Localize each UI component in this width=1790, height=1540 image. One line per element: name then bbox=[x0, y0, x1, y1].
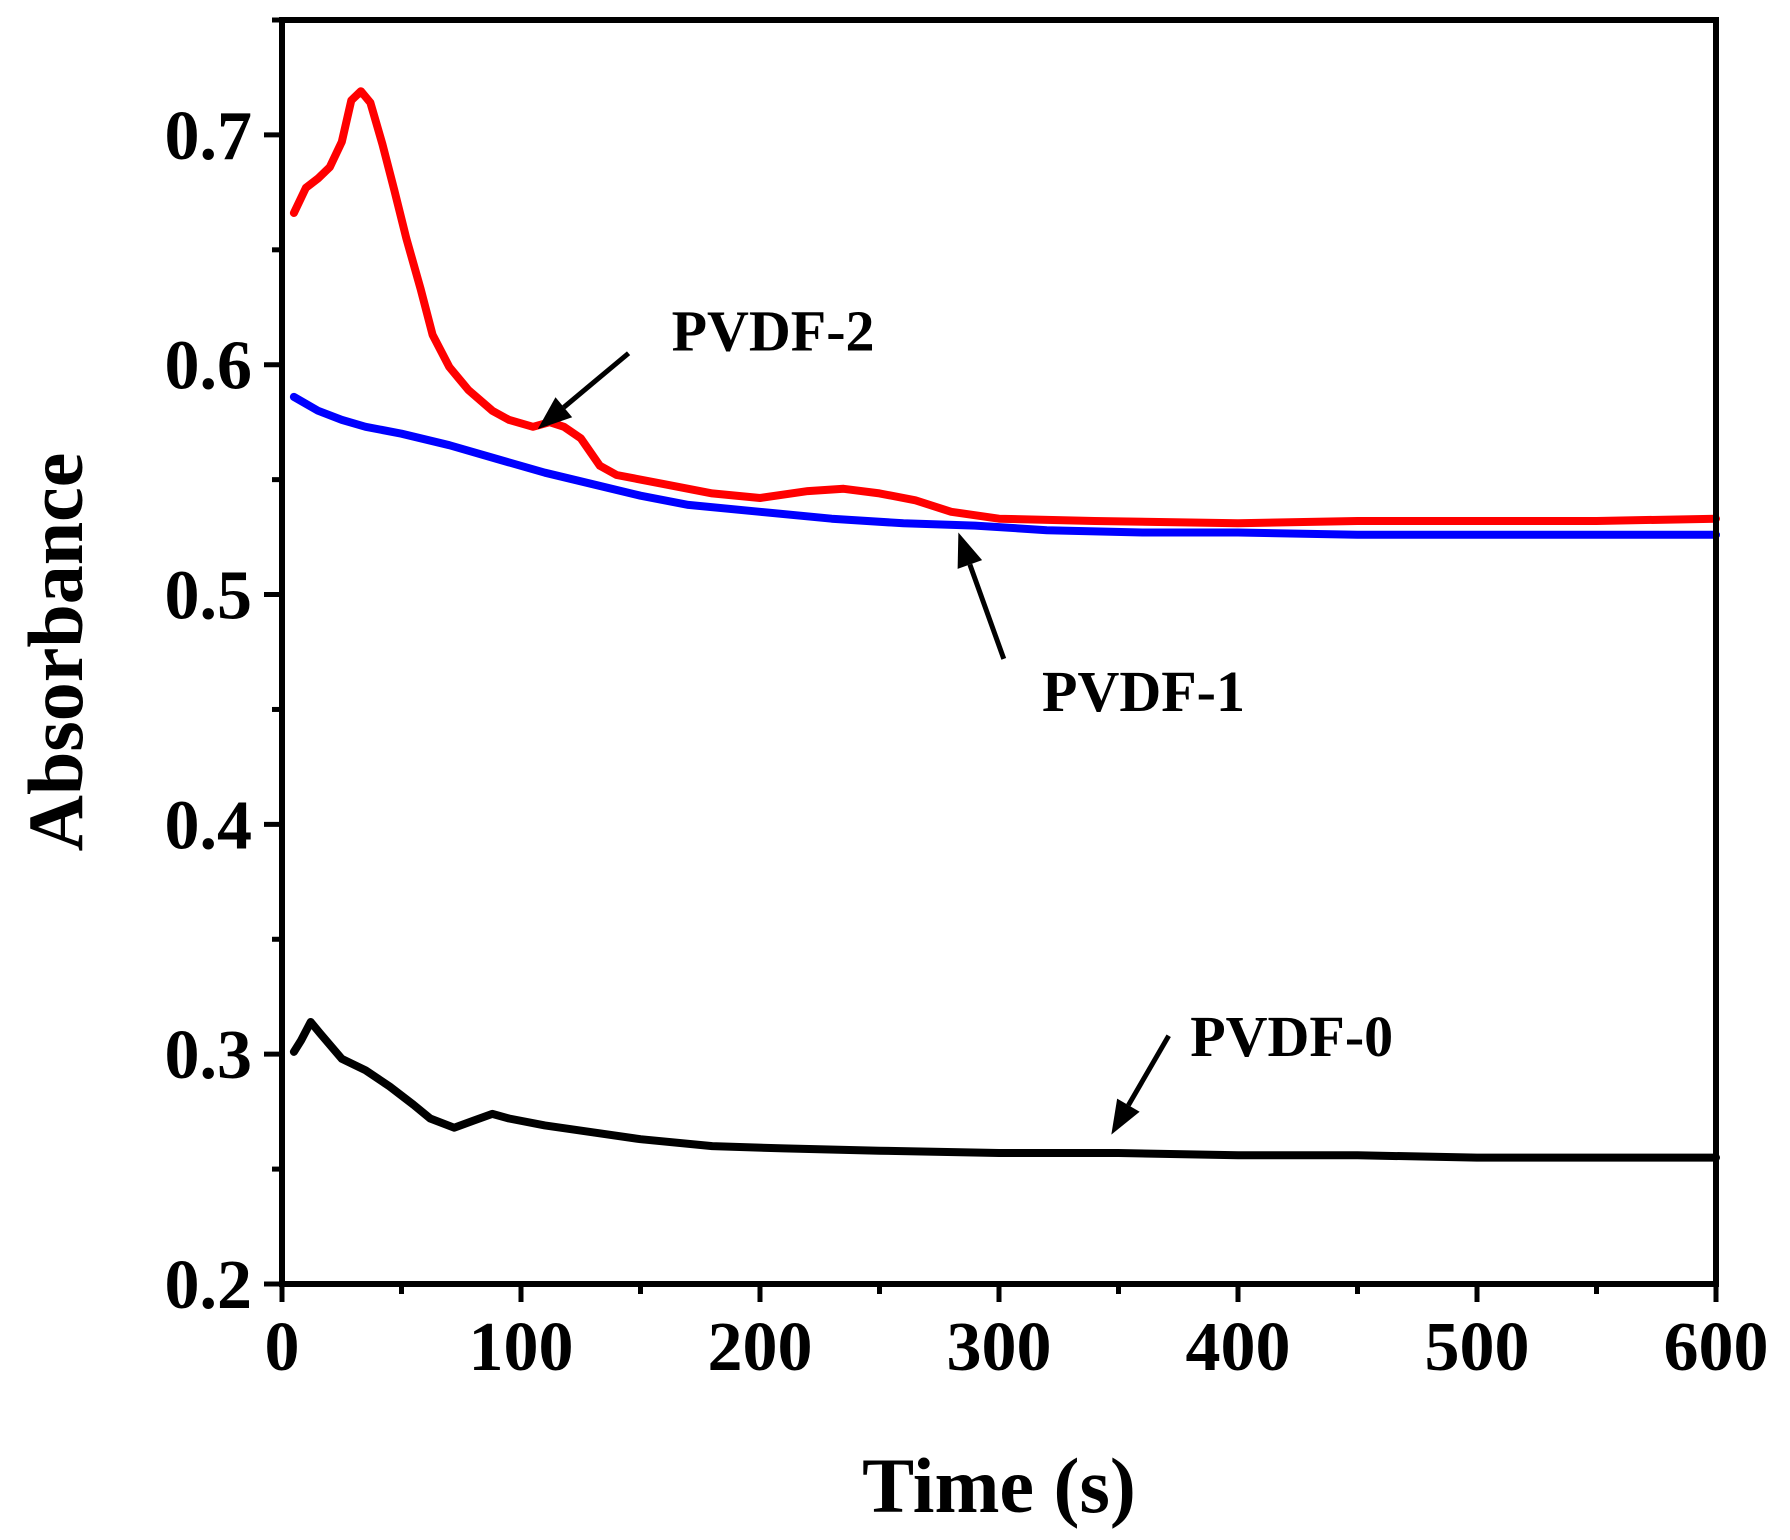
y-tick-label: 0.6 bbox=[165, 328, 253, 405]
series-line-pvdf-0 bbox=[289, 1018, 1720, 1162]
annotation-arrow-head bbox=[1111, 1098, 1140, 1135]
x-tick-label: 600 bbox=[1664, 1309, 1769, 1386]
plot-series bbox=[289, 87, 1720, 1162]
x-tick-label: 200 bbox=[708, 1309, 813, 1386]
annotations: PVDF-2 PVDF-1 PVDF-0 bbox=[537, 298, 1393, 1135]
x-axis-title: Time (s) bbox=[862, 1442, 1136, 1529]
series-line-pvdf-2 bbox=[289, 87, 1720, 528]
annotation-label-pvdf-0: PVDF-0 bbox=[1190, 1004, 1393, 1069]
axis-labels: 0 100 200 300 400 500 600 0.2 0.3 0.4 0.5 0.6 0.7 bbox=[165, 98, 1769, 1386]
x-tick-label: 300 bbox=[947, 1309, 1052, 1386]
annotation-label-pvdf-2: PVDF-2 bbox=[672, 298, 875, 363]
x-tick-label: 100 bbox=[469, 1309, 574, 1386]
annotation-arrow-head bbox=[537, 397, 573, 430]
x-tick-label: 0 bbox=[265, 1309, 300, 1386]
annotation-arrow-shaft bbox=[967, 563, 1007, 660]
y-tick-label: 0.2 bbox=[165, 1247, 253, 1324]
axis-ticks bbox=[264, 17, 1719, 1302]
y-tick-label: 0.4 bbox=[165, 787, 253, 864]
plot-frame bbox=[279, 17, 1719, 1287]
y-tick-label: 0.7 bbox=[165, 98, 253, 175]
annotation-arrow-shaft bbox=[1126, 1034, 1171, 1107]
x-tick-label: 400 bbox=[1186, 1309, 1291, 1386]
y-tick-label: 0.3 bbox=[165, 1017, 253, 1094]
annotation-arrow-shaft bbox=[562, 351, 631, 410]
y-tick-label: 0.5 bbox=[165, 558, 253, 635]
x-tick-label: 500 bbox=[1425, 1309, 1530, 1386]
annotation-label-pvdf-1: PVDF-1 bbox=[1042, 659, 1245, 724]
annotation-arrow-head bbox=[957, 532, 983, 569]
series-line-pvdf-1 bbox=[289, 392, 1720, 539]
y-axis-title: Absorbance bbox=[12, 453, 99, 852]
